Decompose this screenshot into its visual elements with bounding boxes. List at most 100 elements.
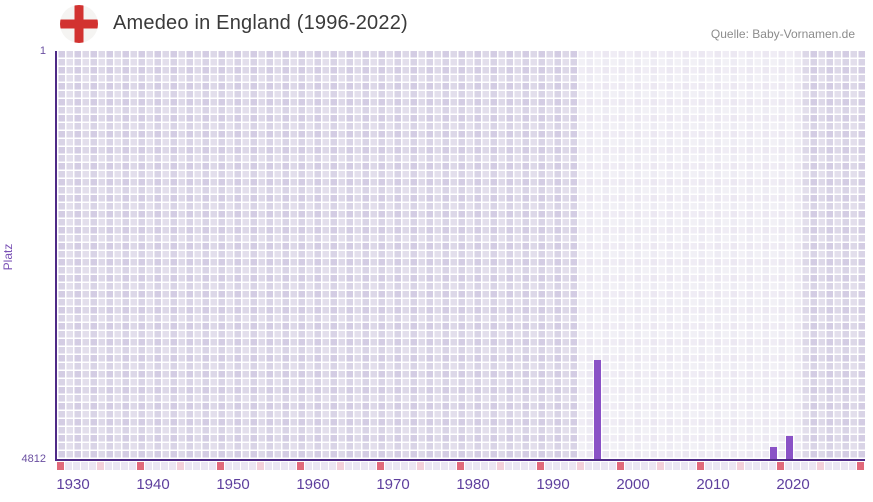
tick-cell-2017 [761, 462, 768, 470]
y-axis-tick-top: 1 [39, 45, 46, 57]
plot-area [55, 51, 865, 461]
tick-cell-1974 [417, 462, 424, 470]
tick-cell-1982 [481, 462, 488, 470]
tick-cell-1981 [473, 462, 480, 470]
page-title: Amedeo in England (1996-2022) [113, 12, 408, 34]
y-axis-tick-bottom: 4812 [21, 453, 46, 465]
tick-cell-1938 [129, 462, 136, 470]
tick-cell-1946 [193, 462, 200, 470]
tick-cell-1951 [233, 462, 240, 470]
tick-cell-1991 [553, 462, 560, 470]
tick-cell-1988 [529, 462, 536, 470]
tick-cell-1940 [145, 462, 152, 470]
tick-cell-1993 [569, 462, 576, 470]
tick-cell-1954 [257, 462, 264, 470]
tick-cell-1939 [137, 462, 144, 470]
tick-cell-1978 [449, 462, 456, 470]
tick-cell-2006 [673, 462, 680, 470]
tick-cell-1944 [177, 462, 184, 470]
tick-cell-1987 [521, 462, 528, 470]
tick-cell-1985 [505, 462, 512, 470]
x-axis-label-1930: 1930 [56, 476, 90, 493]
tick-cell-1992 [561, 462, 568, 470]
tick-cell-1947 [201, 462, 208, 470]
tick-cell-1937 [121, 462, 128, 470]
x-axis-label-1940: 1940 [136, 476, 170, 493]
tick-cell-1983 [489, 462, 496, 470]
tick-cell-1941 [153, 462, 160, 470]
tick-cell-1973 [409, 462, 416, 470]
tick-cell-1977 [441, 462, 448, 470]
tick-cell-1942 [161, 462, 168, 470]
tick-cell-2004 [657, 462, 664, 470]
tick-cell-1963 [329, 462, 336, 470]
tick-cell-1998 [609, 462, 616, 470]
tick-cell-2010 [705, 462, 712, 470]
tick-cell-1935 [105, 462, 112, 470]
tick-cell-1960 [305, 462, 312, 470]
tick-cell-2022 [801, 462, 808, 470]
tick-cell-1990 [545, 462, 552, 470]
tick-cell-2024 [817, 462, 824, 470]
bar-1996[interactable] [594, 360, 601, 459]
tick-cell-1934 [97, 462, 104, 470]
tick-cell-1994 [577, 462, 584, 470]
tick-cell-1966 [353, 462, 360, 470]
tick-cell-1933 [89, 462, 96, 470]
tick-cell-2007 [681, 462, 688, 470]
grid-lines [57, 51, 865, 459]
tick-cell-2009 [697, 462, 704, 470]
tick-cell-1956 [273, 462, 280, 470]
tick-cell-1945 [185, 462, 192, 470]
tick-cell-2001 [633, 462, 640, 470]
tick-cell-1979 [457, 462, 464, 470]
tick-cell-2026 [833, 462, 840, 470]
tick-cell-1984 [497, 462, 504, 470]
tick-cell-1986 [513, 462, 520, 470]
tick-cell-1968 [369, 462, 376, 470]
x-axis-label-1980: 1980 [456, 476, 490, 493]
tick-cell-1964 [337, 462, 344, 470]
tick-cell-2015 [745, 462, 752, 470]
tick-cell-2014 [737, 462, 744, 470]
tick-cell-1955 [265, 462, 272, 470]
tick-cell-1975 [425, 462, 432, 470]
tick-cell-1969 [377, 462, 384, 470]
x-axis-label-2010: 2010 [696, 476, 730, 493]
tick-cell-2019 [777, 462, 784, 470]
x-axis-label-1970: 1970 [376, 476, 410, 493]
tick-cell-1962 [321, 462, 328, 470]
tick-cell-1972 [401, 462, 408, 470]
tick-cell-1967 [361, 462, 368, 470]
tick-cell-1943 [169, 462, 176, 470]
x-axis-label-2020: 2020 [776, 476, 810, 493]
tick-cell-1950 [225, 462, 232, 470]
tick-cell-2013 [729, 462, 736, 470]
tick-cell-1970 [385, 462, 392, 470]
x-axis-label-1960: 1960 [296, 476, 330, 493]
tick-cell-1929 [57, 462, 64, 470]
x-axis-label-1950: 1950 [216, 476, 250, 493]
source-credit: Quelle: Baby-Vornamen.de [710, 27, 855, 41]
tick-cell-2025 [825, 462, 832, 470]
tick-cell-1952 [241, 462, 248, 470]
tick-cell-2000 [625, 462, 632, 470]
tick-cell-1999 [617, 462, 624, 470]
tick-cell-2012 [721, 462, 728, 470]
tick-cell-2016 [753, 462, 760, 470]
tick-cell-1989 [537, 462, 544, 470]
x-axis-label-2000: 2000 [616, 476, 650, 493]
tick-cell-1971 [393, 462, 400, 470]
tick-cell-1953 [249, 462, 256, 470]
england-flag-icon [60, 5, 98, 43]
tick-cell-1965 [345, 462, 352, 470]
tick-cell-2005 [665, 462, 672, 470]
bar-2020[interactable] [786, 436, 793, 459]
tick-cell-2021 [793, 462, 800, 470]
tick-cell-1976 [433, 462, 440, 470]
tick-cell-1997 [601, 462, 608, 470]
tick-cell-2020 [785, 462, 792, 470]
x-axis-label-1990: 1990 [536, 476, 570, 493]
bar-2018[interactable] [770, 447, 777, 459]
